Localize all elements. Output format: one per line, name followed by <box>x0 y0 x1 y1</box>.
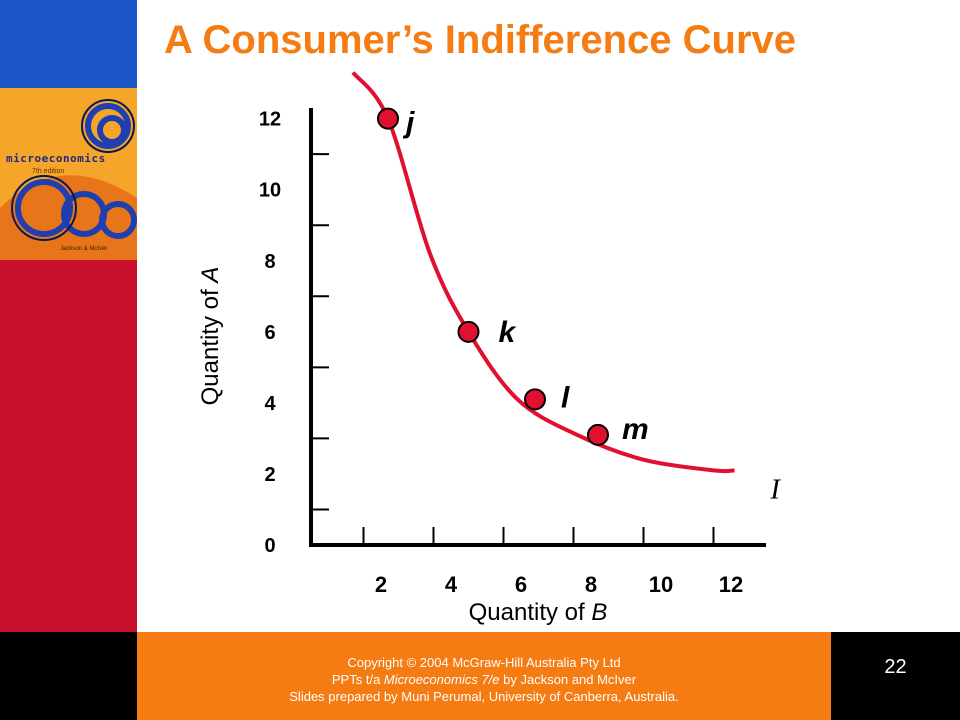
point-label-j: j <box>402 107 415 140</box>
indifference-curve-line <box>351 71 735 474</box>
indifference-curve-chart: 0 2 4 6 8 10 12 2 4 6 8 10 12 Quantity of B Quantity o… <box>197 71 782 626</box>
page-number: 22 <box>884 655 907 678</box>
y-tick-label: 8 <box>264 251 275 273</box>
footer-ppts-title: Microeconomics 7/e <box>383 672 500 687</box>
y-axis-label: Quantity of A <box>197 267 224 406</box>
left-red-panel <box>0 260 137 632</box>
y-tick-label: 0 <box>264 535 275 557</box>
x-axis-label: Quantity of B <box>469 599 608 626</box>
x-tick-label: 12 <box>719 572 743 597</box>
point-l <box>524 388 546 411</box>
book-cover-edition: 7th edition <box>32 168 65 175</box>
y-tick-label: 10 <box>259 180 281 202</box>
point-m <box>587 423 609 446</box>
point-label-l: l <box>561 381 570 414</box>
y-tick-label: 2 <box>264 464 275 486</box>
footer-copyright: Copyright © 2004 McGraw-Hill Australia P… <box>347 655 621 670</box>
curve-label: I <box>770 474 782 505</box>
point-k <box>457 320 480 343</box>
book-cover-brand: microeconomics <box>6 152 106 165</box>
footer-ppts-suffix: by Jackson and McIver <box>499 672 637 687</box>
point-j <box>377 107 399 130</box>
x-tick-label: 6 <box>515 572 527 597</box>
book-cover-image: microeconomics 7th edition Jackson & McI… <box>0 88 137 260</box>
book-cover-authors: Jackson & McIver <box>60 246 108 252</box>
left-blue-panel <box>0 0 137 88</box>
x-tick-label: 8 <box>585 572 597 597</box>
footer-ppts: PPTs t/a Microeconomics 7/e by Jackson a… <box>137 671 831 688</box>
point-label-k: k <box>499 316 517 349</box>
footer-credits: Copyright © 2004 McGraw-Hill Australia P… <box>137 654 831 705</box>
x-tick-label: 4 <box>445 572 458 597</box>
slide-title: A Consumer’s Indifference Curve <box>164 18 797 62</box>
point-label-m: m <box>622 413 649 446</box>
x-tick-label: 10 <box>649 572 673 597</box>
footer-ppts-prefix: PPTs t/a <box>331 672 384 687</box>
y-tick-label: 12 <box>259 109 281 131</box>
y-tick-label: 6 <box>264 322 275 344</box>
y-tick-label: 4 <box>264 393 276 415</box>
book-cover-swirl <box>0 88 137 260</box>
x-tick-label: 2 <box>375 572 387 597</box>
footer-prepared-by: Slides prepared by Muni Perumal, Univers… <box>289 689 679 704</box>
footer-orange-bar <box>137 632 831 720</box>
